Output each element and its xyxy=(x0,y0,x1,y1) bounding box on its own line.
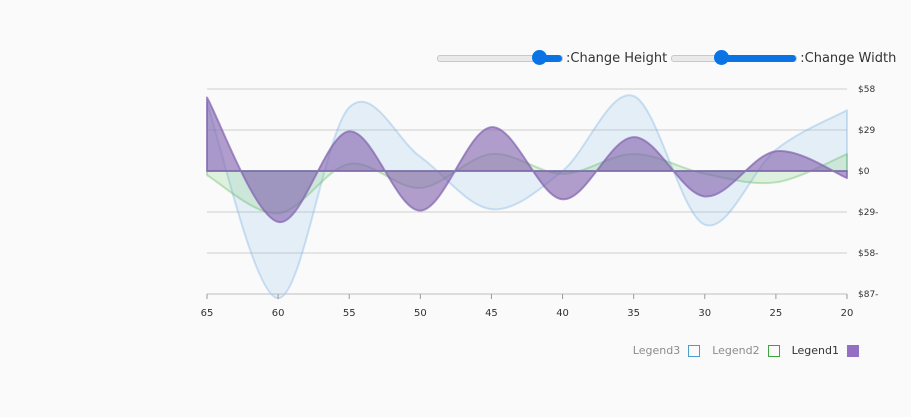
y-tick-label: $29 xyxy=(858,126,875,136)
slider-fill xyxy=(720,55,797,62)
legend-swatch xyxy=(847,344,859,357)
change-width-label: :Change Width xyxy=(800,50,897,66)
chart-legend: Legend3 Legend2 Legend1 xyxy=(621,344,859,357)
y-tick-label: $0 xyxy=(858,167,870,177)
x-tick-label: 60 xyxy=(272,308,285,319)
change-height-slider[interactable] xyxy=(436,48,564,68)
y-tick-label: $87- xyxy=(858,290,878,300)
y-tick-label: $29- xyxy=(858,208,878,218)
legend-label: Legend1 xyxy=(791,344,839,357)
chart-controls: :Change Height :Change Width xyxy=(436,48,899,68)
legend-swatch xyxy=(688,344,701,357)
x-tick-label: 40 xyxy=(556,308,569,319)
slider-thumb[interactable] xyxy=(532,50,548,65)
legend-item-legend3[interactable]: Legend3 xyxy=(632,344,701,357)
change-width-slider[interactable] xyxy=(670,48,798,68)
legend-item-legend2[interactable]: Legend2 xyxy=(712,344,780,357)
legend-swatch xyxy=(767,344,780,357)
legend-item-legend1[interactable]: Legend1 xyxy=(792,344,859,357)
slider-fill xyxy=(539,55,562,62)
y-tick-label: $58 xyxy=(858,85,875,95)
x-tick-label: 55 xyxy=(343,308,356,319)
slider-track xyxy=(437,55,563,62)
legend-label: Legend2 xyxy=(712,344,760,357)
x-tick-label: 30 xyxy=(698,308,711,319)
slider-thumb[interactable] xyxy=(713,50,729,65)
y-tick-label: $58- xyxy=(858,249,878,259)
series-area-legend1[interactable] xyxy=(206,96,848,223)
x-tick-label: 20 xyxy=(841,308,854,319)
legend-label: Legend3 xyxy=(632,344,681,357)
x-tick-label: 25 xyxy=(770,308,783,319)
x-tick-label: 45 xyxy=(485,308,498,319)
x-tick-label: 50 xyxy=(414,308,427,319)
change-height-label: :Change Height xyxy=(566,50,668,66)
x-tick-label: 35 xyxy=(627,308,640,319)
x-tick-label: 65 xyxy=(201,308,214,319)
